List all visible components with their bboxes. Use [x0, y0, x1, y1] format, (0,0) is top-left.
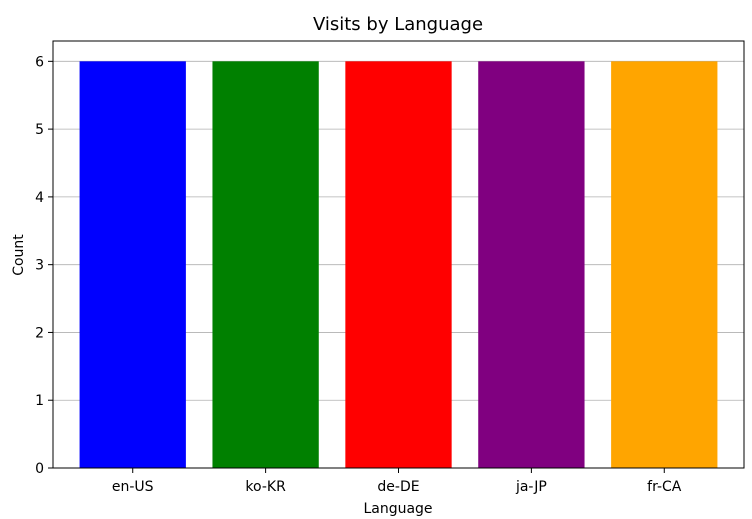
x-tick-label: de-DE — [377, 479, 419, 495]
x-tick-label: fr-CA — [647, 479, 682, 495]
y-tick-label: 6 — [35, 54, 44, 70]
y-tick-label: 0 — [35, 461, 44, 477]
chart-title: Visits by Language — [313, 14, 483, 35]
bar-ko-KR — [212, 61, 319, 468]
bar-de-DE — [345, 61, 452, 468]
bar-fr-CA — [611, 61, 718, 468]
y-tick-label: 4 — [35, 190, 44, 206]
y-tick-label: 3 — [35, 258, 44, 274]
y-tick-label: 5 — [35, 122, 44, 138]
y-tick-label: 2 — [35, 325, 44, 341]
bar-ja-JP — [478, 61, 585, 468]
bars — [79, 61, 718, 468]
y-axis-label: Count — [11, 234, 27, 276]
x-axis-ticks: en-US ko-KR de-DE ja-JP fr-CA — [112, 468, 682, 495]
x-tick-label: ko-KR — [245, 479, 286, 495]
x-tick-label: ja-JP — [515, 479, 547, 495]
y-axis-ticks: 0 1 2 3 4 5 6 — [35, 54, 53, 477]
y-tick-label: 1 — [35, 393, 44, 409]
x-tick-label: en-US — [112, 479, 154, 495]
x-axis-label: Language — [363, 501, 432, 517]
bar-en-US — [79, 61, 186, 468]
